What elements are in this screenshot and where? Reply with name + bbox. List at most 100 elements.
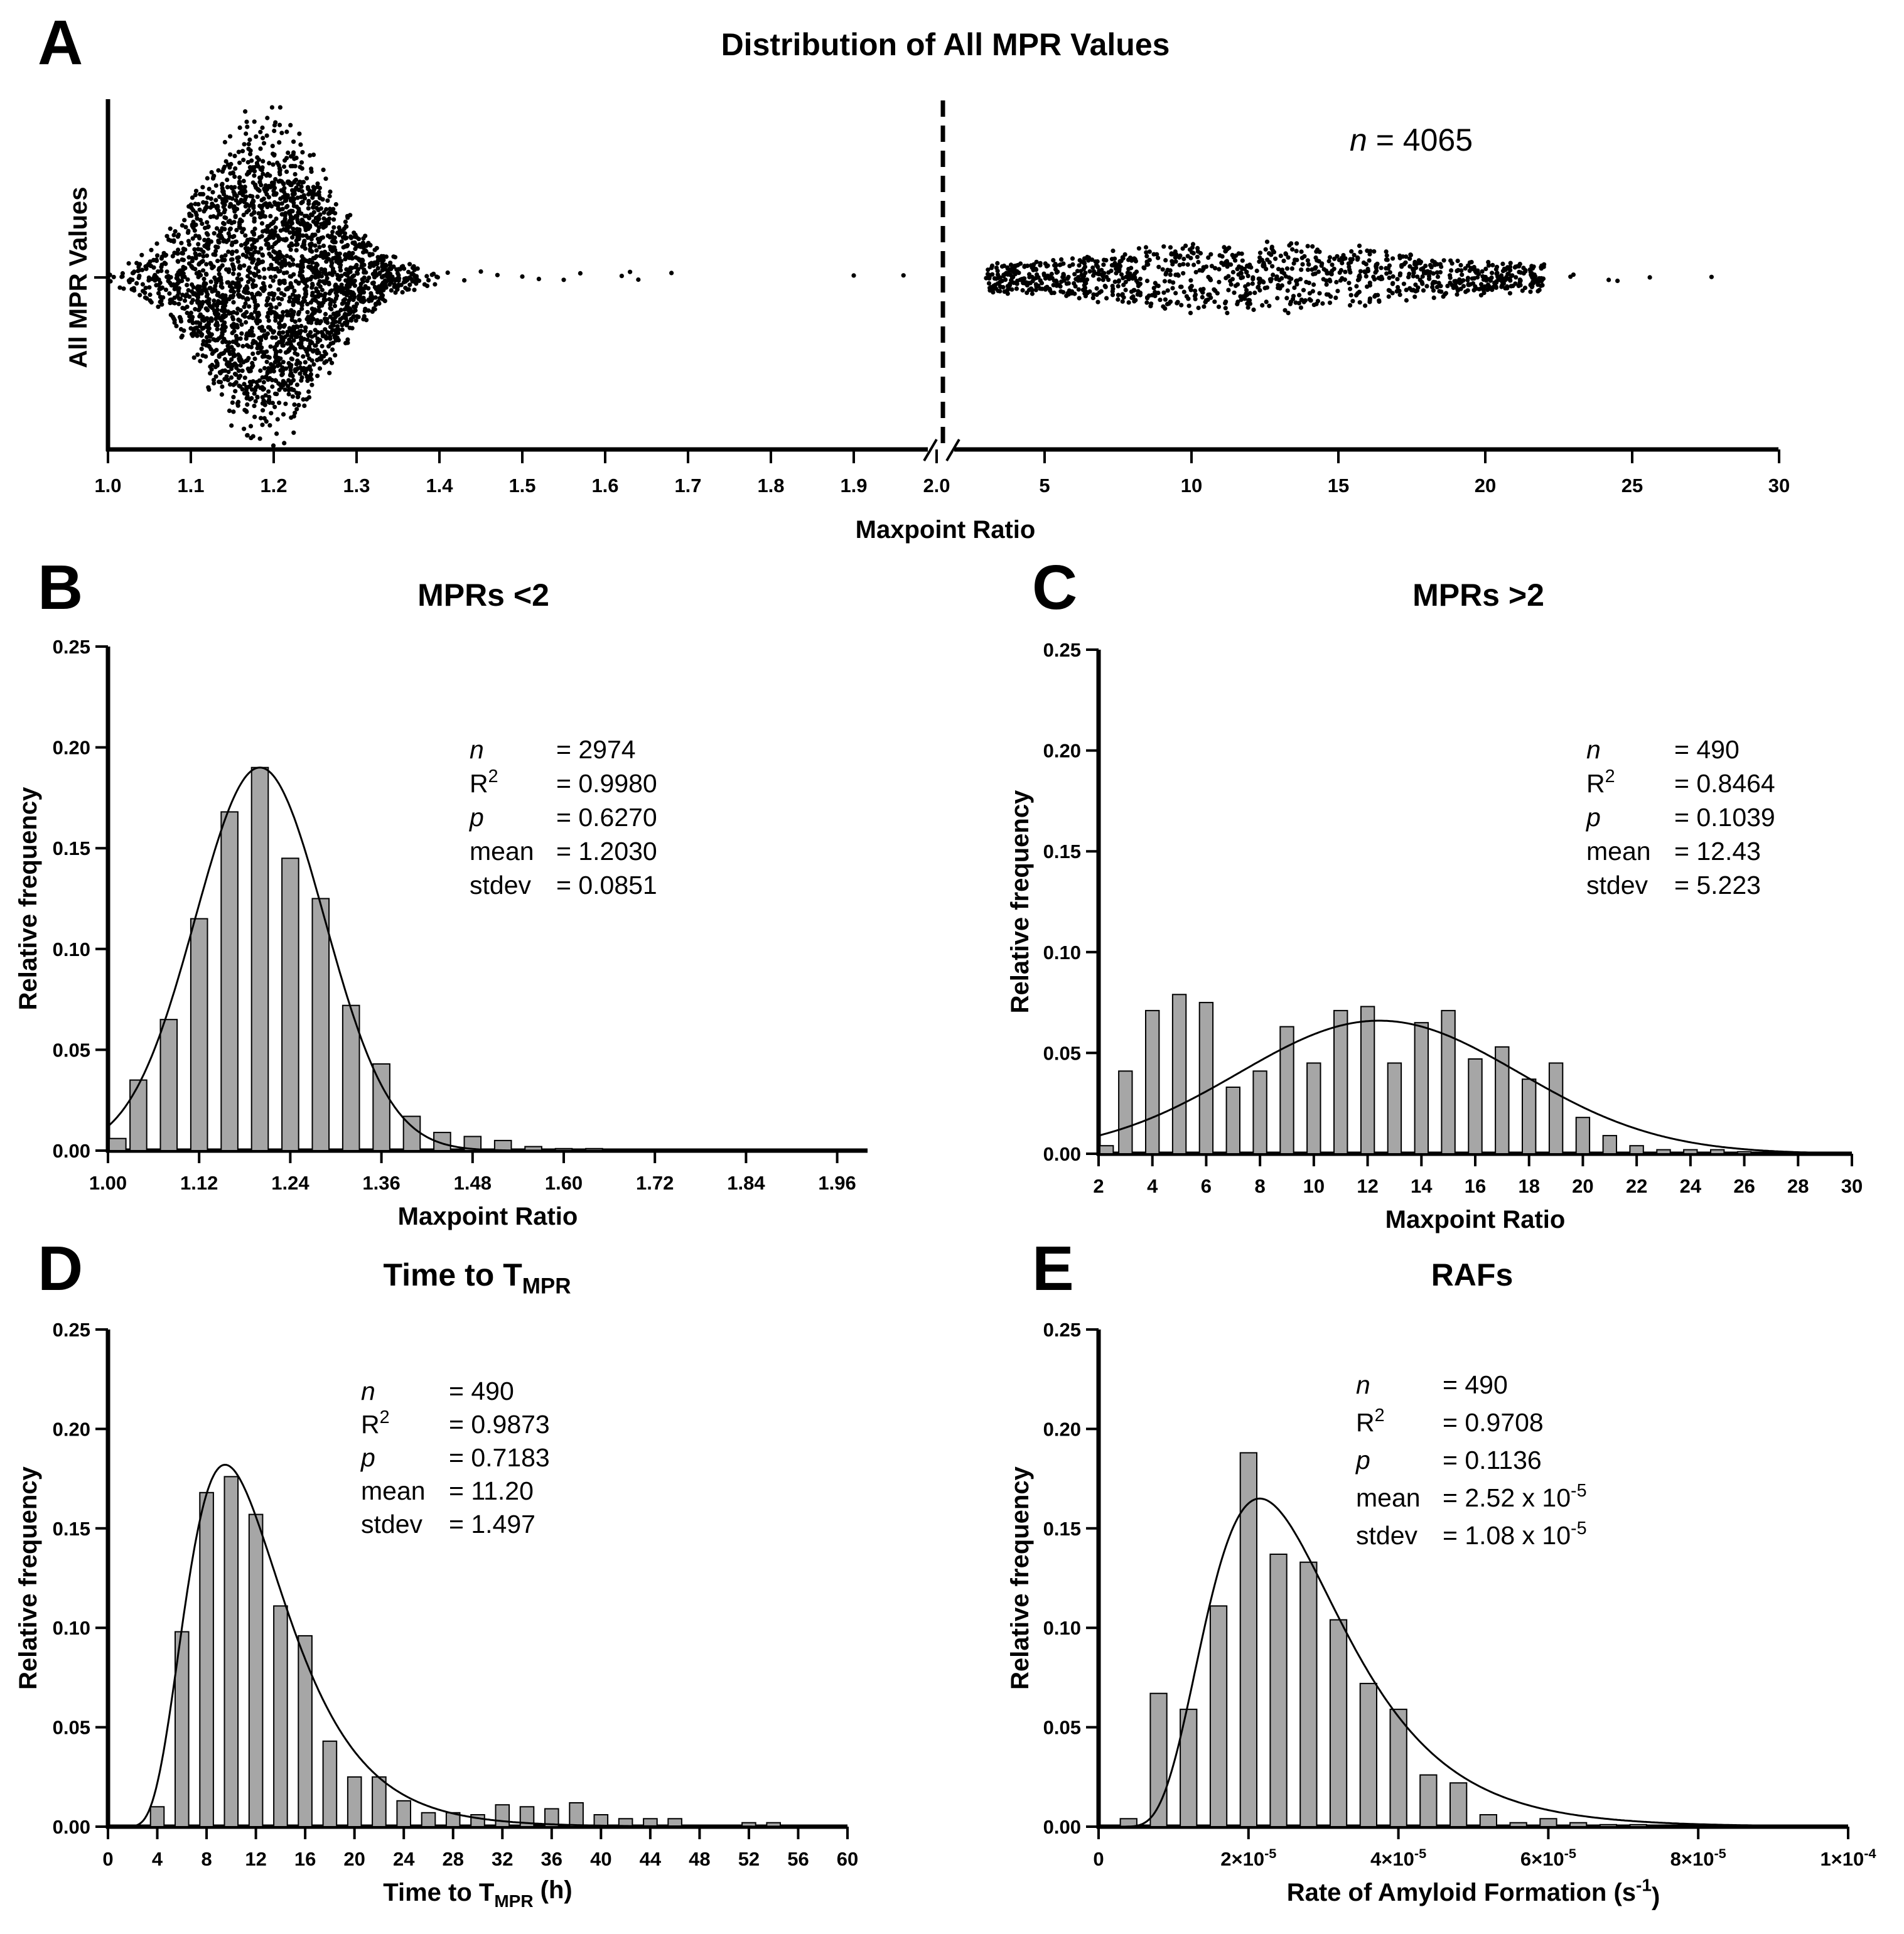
mpr-point (362, 267, 367, 272)
mpr-point (199, 347, 204, 352)
panel-c-x-tick-label: 8 (1255, 1175, 1266, 1197)
mpr-point (192, 228, 197, 233)
panel-c-bar (1495, 1046, 1510, 1155)
mpr-point (302, 298, 307, 303)
mpr-point (264, 201, 269, 207)
mpr-point (1077, 258, 1082, 263)
mpr-point (995, 269, 1000, 274)
mpr-point (255, 394, 260, 400)
mpr-point (266, 246, 271, 251)
mpr-point (232, 372, 238, 377)
mpr-point (264, 187, 269, 192)
mpr-point (1473, 284, 1478, 289)
mpr-point (1059, 257, 1064, 262)
mpr-point (1501, 280, 1506, 285)
mpr-point (238, 294, 243, 299)
mpr-point (1421, 288, 1426, 293)
mpr-point (363, 306, 368, 311)
mpr-point (300, 256, 306, 261)
mpr-point (1327, 277, 1332, 282)
mpr-point (379, 275, 385, 280)
panel-b-bar (250, 766, 269, 1151)
mpr-point (327, 193, 332, 199)
mpr-point (290, 394, 295, 399)
mpr-point (343, 252, 348, 258)
mpr-point (226, 231, 231, 236)
mpr-point (1384, 271, 1389, 276)
mpr-point (229, 185, 234, 190)
mpr-point (247, 270, 253, 275)
mpr-point (190, 236, 195, 241)
mpr-point (433, 282, 438, 287)
mpr-point (275, 417, 280, 422)
mpr-point (1379, 276, 1384, 282)
mpr-point (1136, 246, 1141, 251)
panel-a-dots (107, 105, 1714, 448)
panel-b-stat-label: p (468, 803, 484, 832)
mpr-point (251, 271, 256, 276)
mpr-point (340, 323, 345, 328)
panel-e-stat-value: = 2.52 x 10-5 (1443, 1481, 1587, 1512)
mpr-point (230, 400, 235, 406)
panel-b-bar (129, 1079, 148, 1151)
mpr-point (293, 368, 298, 374)
mpr-point (272, 404, 277, 409)
mpr-point (1428, 262, 1433, 267)
mpr-point (311, 210, 316, 215)
panel-c-x-tick-label: 26 (1733, 1175, 1755, 1197)
mpr-point (333, 296, 338, 301)
mpr-point (272, 242, 277, 247)
mpr-point (1116, 297, 1121, 302)
mpr-point (296, 230, 301, 235)
mpr-point (182, 298, 188, 303)
mpr-point (247, 368, 252, 373)
mpr-point (254, 380, 259, 385)
mpr-point (225, 343, 230, 348)
mpr-point (191, 355, 196, 360)
mpr-point (989, 266, 994, 271)
mpr-point (298, 371, 303, 376)
mpr-point (292, 196, 297, 201)
mpr-point (316, 240, 321, 245)
mpr-point (259, 338, 264, 343)
mpr-point (1247, 301, 1252, 306)
panel-d-stat-label: mean (361, 1476, 426, 1505)
mpr-point (197, 303, 202, 308)
panel-e-x-tick-exp: -5 (1264, 1845, 1276, 1861)
mpr-point (1407, 264, 1412, 269)
panel-e-title: RAFs (1431, 1257, 1514, 1292)
mpr-point (315, 308, 320, 313)
mpr-point (1343, 256, 1348, 261)
panel-b-stat-value: = 0.6270 (556, 803, 657, 832)
mpr-point (1230, 270, 1235, 275)
panel-d-title: Time to TMPR (383, 1257, 571, 1298)
mpr-point (1326, 292, 1331, 297)
mpr-point (1095, 299, 1100, 304)
panel-e-stat-label: mean (1356, 1483, 1421, 1512)
mpr-point (338, 317, 343, 322)
mpr-point (193, 222, 198, 227)
mpr-point (222, 377, 227, 382)
mpr-point (274, 358, 279, 363)
mpr-point (1144, 250, 1149, 255)
panel-b-bar (190, 918, 208, 1151)
panel-c-stat-value: = 490 (1674, 735, 1740, 764)
mpr-point (244, 119, 249, 124)
panel-c-bar (1099, 1145, 1114, 1154)
mpr-point (1390, 274, 1396, 279)
panel-d-x-tick-label: 20 (343, 1848, 365, 1870)
mpr-point (333, 329, 338, 334)
mpr-point (1158, 298, 1163, 303)
mpr-point (244, 387, 249, 392)
mpr-point (1168, 245, 1173, 250)
mpr-point (311, 270, 316, 275)
mpr-point (291, 139, 296, 144)
mpr-point (1271, 272, 1276, 277)
mpr-point (270, 400, 275, 406)
mpr-point (1299, 267, 1304, 272)
mpr-point (210, 289, 215, 294)
mpr-point (180, 306, 185, 311)
mpr-point (1080, 287, 1085, 293)
mpr-point (222, 215, 227, 220)
panel-c-bar (1468, 1058, 1483, 1154)
